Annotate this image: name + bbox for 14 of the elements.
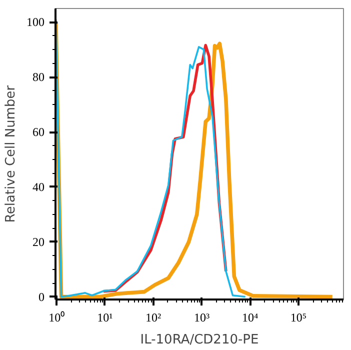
y-axis-title: Relative Cell Number <box>4 84 18 223</box>
y-tick-label: 60 <box>32 125 44 140</box>
x-axis-title: IL-10RA/CD210-PE <box>140 332 259 348</box>
x-tick-label: 10¹ <box>97 310 114 324</box>
y-tick-label: 80 <box>32 70 44 84</box>
x-tick-label: 10⁴ <box>242 310 258 324</box>
x-tick-label: 10³ <box>194 310 210 324</box>
x-tick-label: 10² <box>146 310 162 324</box>
y-tick-label: 100 <box>26 15 44 30</box>
y-tick-label: 20 <box>32 234 44 249</box>
x-tick-label: 10⁵ <box>290 310 307 324</box>
x-tick-label: 10⁰ <box>48 310 65 324</box>
y-tick-label: 0 <box>38 290 44 304</box>
y-tick-label: 40 <box>32 180 44 194</box>
